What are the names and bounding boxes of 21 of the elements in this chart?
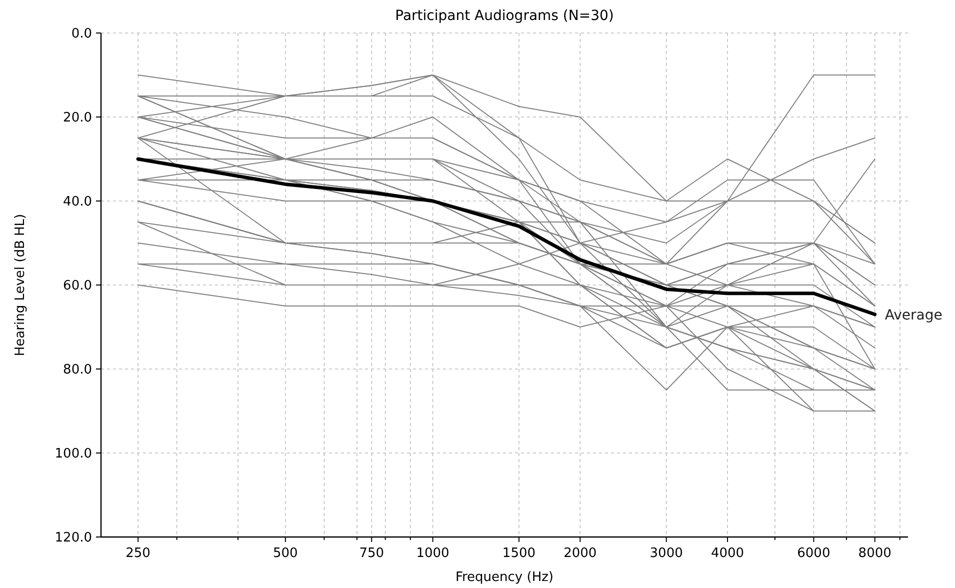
y-axis-title: Hearing Level (dB HL) [13, 214, 28, 356]
x-tick-label: 6000 [797, 546, 830, 561]
x-tick-label: 3000 [650, 546, 683, 561]
x-tick-label: 4000 [710, 546, 744, 561]
y-tick-label: 0.0 [71, 26, 92, 42]
y-tick-label: 40.0 [63, 194, 92, 210]
x-tick-label: 1000 [416, 546, 450, 561]
x-tick-label: 2000 [564, 546, 597, 561]
chart-title: Participant Audiograms (N=30) [395, 8, 614, 24]
x-tick-label: 8000 [858, 546, 892, 561]
x-tick-label: 750 [359, 546, 384, 561]
x-tick-label: 1500 [502, 546, 536, 561]
x-tick-label: 500 [273, 546, 298, 561]
x-tick-label: 250 [126, 546, 150, 561]
series-label: Average [884, 307, 942, 324]
y-tick-label: 100.0 [54, 446, 92, 462]
y-tick-label: 20.0 [63, 110, 92, 126]
x-axis-title: Frequency (Hz) [455, 570, 554, 585]
y-tick-label: 60.0 [63, 278, 92, 294]
y-tick-label: 80.0 [63, 362, 92, 378]
y-tick-label: 120.0 [54, 530, 92, 546]
